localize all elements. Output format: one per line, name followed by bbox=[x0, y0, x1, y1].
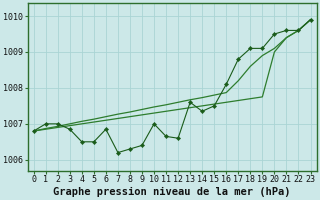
X-axis label: Graphe pression niveau de la mer (hPa): Graphe pression niveau de la mer (hPa) bbox=[53, 186, 291, 197]
